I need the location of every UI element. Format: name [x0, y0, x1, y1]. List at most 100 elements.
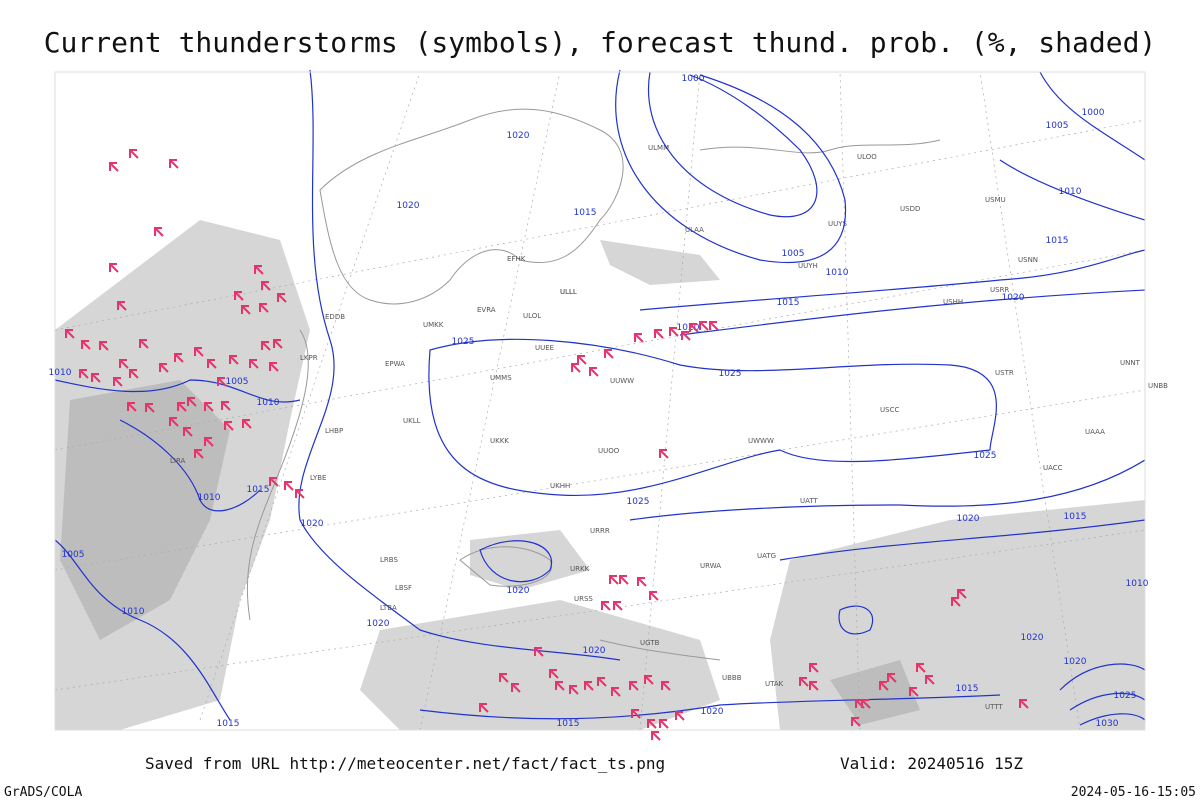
thunderstorm-symbol — [631, 709, 641, 719]
thunderstorm-symbol — [584, 681, 594, 691]
isobar-label: 1010 — [826, 268, 849, 278]
thunderstorm-symbol — [571, 363, 581, 373]
isobar-label: 1025 — [719, 369, 742, 379]
thunderstorm-symbol — [277, 293, 287, 303]
isobar-label: 1015 — [247, 485, 270, 495]
thunderstorm-symbol — [809, 681, 819, 691]
thunderstorm-symbol — [611, 687, 621, 697]
thunderstorm-symbol — [647, 719, 657, 729]
isobar-label: 1020 — [957, 514, 980, 524]
thunderstorm-symbol — [224, 421, 234, 431]
station-code: UUWW — [610, 377, 634, 385]
thunderstorm-symbol — [79, 369, 89, 379]
thunderstorm-symbol — [861, 699, 871, 709]
thunderstorm-symbol — [651, 731, 661, 741]
isobar-label: 1010 — [122, 607, 145, 617]
isobar-label: 1005 — [226, 377, 249, 387]
thunderstorm-symbol — [597, 677, 607, 687]
isobar-label: 1020 — [677, 323, 700, 333]
thunderstorm-symbol — [925, 675, 935, 685]
station-code: UBBB — [722, 674, 742, 682]
thunderstorm-symbol — [91, 373, 101, 383]
source-url: Saved from URL http://meteocenter.net/fa… — [145, 754, 665, 773]
isobar-label: 1015 — [777, 298, 800, 308]
thunderstorm-symbol — [887, 673, 897, 683]
thunderstorm-symbol — [221, 401, 231, 411]
thunderstorm-symbol — [129, 149, 139, 159]
isobar-label: 1020 — [301, 519, 324, 529]
thunderstorm-symbol — [204, 402, 214, 412]
thunderstorm-symbol — [604, 349, 614, 359]
thunderstorm-symbol — [187, 397, 197, 407]
thunderstorm-symbol — [295, 489, 305, 499]
station-code: LKPR — [300, 354, 318, 362]
station-code: LBSF — [395, 584, 412, 592]
isobar-label: 1015 — [217, 719, 240, 729]
station-code: UMMS — [490, 374, 512, 382]
isobar-label: 1015 — [574, 208, 597, 218]
thunderstorm-symbol — [534, 647, 544, 657]
thunderstorm-symbol — [709, 321, 719, 331]
thunderstorm-symbol — [234, 291, 244, 301]
thunderstorm-symbol — [851, 717, 861, 727]
isobar-label: 1020 — [701, 707, 724, 717]
isobar-label: 1025 — [627, 497, 650, 507]
isobar-label: 1010 — [49, 368, 72, 378]
thunderstorm-symbol — [619, 575, 629, 585]
station-code: LRBS — [380, 556, 398, 564]
isobar-label: 1000 — [1082, 108, 1105, 118]
station-code: UUYS — [828, 220, 848, 228]
isobar-label: 1010 — [1059, 187, 1082, 197]
thunderstorm-symbol — [577, 355, 587, 365]
thunderstorm-symbol — [601, 601, 611, 611]
thunderstorm-symbol — [154, 227, 164, 237]
station-code: URSS — [574, 595, 593, 603]
station-code: LTBA — [380, 604, 397, 612]
isobar-label: 1020 — [507, 586, 530, 596]
thunderstorm-symbol — [241, 305, 251, 315]
isobar-label: 1005 — [62, 550, 85, 560]
isobar-label: 1015 — [557, 719, 580, 729]
station-code: UUYH — [798, 262, 818, 270]
thunderstorm-symbol — [229, 355, 239, 365]
thunderstorm-symbol — [681, 331, 691, 341]
isobar-label: 1025 — [974, 451, 997, 461]
isobar-label: 1010 — [257, 398, 280, 408]
isobar-label: 1010 — [198, 493, 221, 503]
station-code: UNNT — [1120, 359, 1141, 367]
thunderstorm-symbol — [644, 675, 654, 685]
isobar-label: 1010 — [1126, 579, 1149, 589]
thunderstorm-symbol — [139, 339, 149, 349]
thunderstorm-symbol — [613, 601, 623, 611]
thunderstorm-symbol — [65, 329, 75, 339]
thunderstorm-symbol — [207, 359, 217, 369]
thunderstorm-symbol — [689, 323, 699, 333]
station-code: UMKK — [423, 321, 444, 329]
labels: 1000 1020 1020 1015 1005 1010 1015 1020 1015 1010… — [49, 74, 1169, 729]
isobar-label: 1005 — [1046, 121, 1069, 131]
thunderstorm-symbol — [177, 402, 187, 412]
isobar-label: 1000 — [682, 74, 705, 84]
isobar-label: 1030 — [1096, 719, 1119, 729]
thunderstorm-symbol — [699, 321, 709, 331]
thunderstorm-symbol — [879, 681, 889, 691]
station-code: USNN — [1018, 256, 1038, 264]
station-code: USHH — [943, 298, 963, 306]
isobar-label: 1020 — [1002, 293, 1025, 303]
thunderstorm-symbol — [254, 265, 264, 275]
thunderstorm-symbol — [1019, 699, 1029, 709]
thunderstorm-symbol — [117, 301, 127, 311]
timestamp: 2024-05-16-15:05 — [1071, 785, 1196, 800]
thunderstorm-symbol — [609, 575, 619, 585]
thunderstorm-symbol — [217, 377, 227, 387]
thunderstorm-symbol — [675, 711, 685, 721]
station-code: ULOL — [523, 312, 541, 320]
station-code: ULAA — [685, 226, 704, 234]
thunderstorm-symbol — [183, 427, 193, 437]
station-code: URWA — [700, 562, 721, 570]
thunderstorm-symbol — [669, 327, 679, 337]
thunderstorm-symbol — [113, 377, 123, 387]
thunderstorm-symbol — [555, 681, 565, 691]
thunderstorm-symbol — [169, 159, 179, 169]
thunderstorm-symbol — [499, 673, 509, 683]
